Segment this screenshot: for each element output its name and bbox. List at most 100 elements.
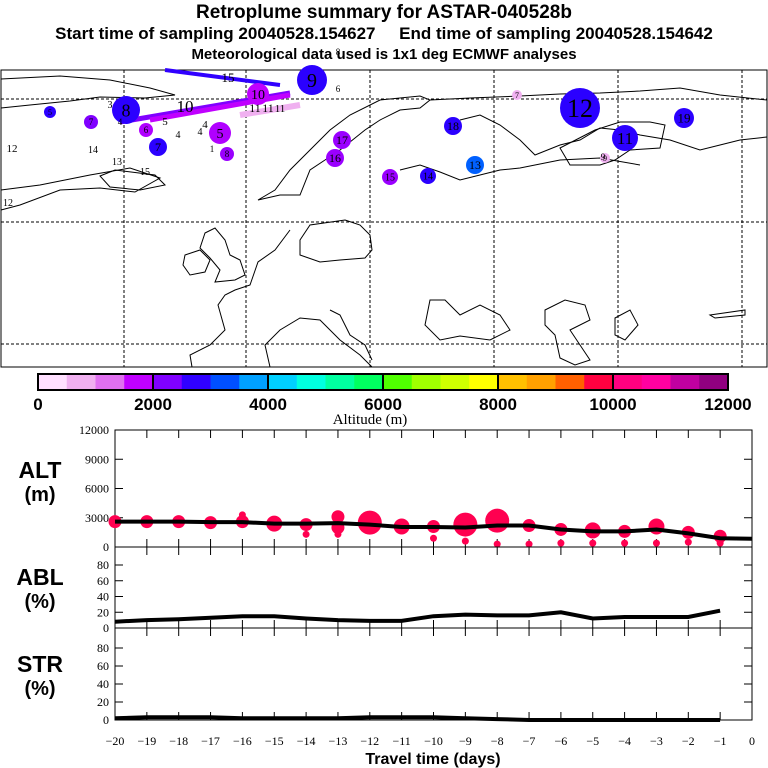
colorbar-swatch bbox=[670, 374, 700, 390]
cluster-day-label: 9 bbox=[307, 70, 317, 92]
str-panel-label: STR bbox=[17, 651, 63, 677]
x-tick-label: −17 bbox=[201, 734, 220, 748]
x-tick-label: −10 bbox=[424, 734, 443, 748]
x-tick-label: −13 bbox=[329, 734, 348, 748]
colorbar-tick-label: 6000 bbox=[364, 395, 402, 414]
y-tick-label: 60 bbox=[97, 659, 109, 673]
colorbar-tick-label: 4000 bbox=[249, 395, 287, 414]
coastlines bbox=[0, 75, 768, 368]
x-tick-label: −11 bbox=[392, 734, 410, 748]
altitude-cluster-marker bbox=[621, 539, 629, 547]
colorbar-swatch bbox=[239, 374, 269, 390]
colorbar-swatch bbox=[296, 374, 326, 390]
y-tick-label: 40 bbox=[97, 590, 109, 604]
y-tick-label: 20 bbox=[97, 605, 109, 619]
x-tick-label: −3 bbox=[650, 734, 663, 748]
x-tick-label: −8 bbox=[491, 734, 504, 748]
plume-cluster bbox=[209, 122, 231, 144]
colorbar-swatch bbox=[153, 374, 183, 390]
colorbar-swatch bbox=[699, 374, 729, 390]
map-label: 15 bbox=[222, 70, 235, 85]
alt-panel-label: ALT bbox=[18, 457, 61, 483]
map-label: 1 bbox=[210, 144, 215, 154]
plume-cluster bbox=[420, 168, 436, 184]
cluster-day-label: 7 bbox=[155, 140, 161, 154]
y-tick-label: 40 bbox=[97, 677, 109, 691]
x-tick-label: −9 bbox=[459, 734, 472, 748]
chart-title: Retroplume summary for ASTAR-040528b bbox=[196, 2, 572, 23]
x-tick-label: −19 bbox=[137, 734, 156, 748]
y-tick-label: 0 bbox=[103, 621, 109, 635]
x-axis-label: Travel time (days) bbox=[365, 751, 500, 768]
altitude-cluster-marker bbox=[453, 512, 478, 537]
altitude-cluster-marker bbox=[589, 539, 597, 547]
plume-cluster bbox=[612, 125, 638, 151]
cluster-day-label: 14 bbox=[423, 172, 433, 183]
plume-cluster bbox=[84, 115, 98, 129]
cluster-day-label: 7 bbox=[515, 91, 519, 100]
colorbar-swatch bbox=[469, 374, 499, 390]
plume-cluster bbox=[560, 88, 600, 128]
x-tick-label: −1 bbox=[714, 734, 727, 748]
x-tick-label: −18 bbox=[169, 734, 188, 748]
x-tick-label: −14 bbox=[297, 734, 316, 748]
series-line bbox=[115, 519, 753, 541]
cluster-day-label: 18 bbox=[447, 119, 459, 133]
colorbar-swatch bbox=[584, 374, 614, 390]
map-label: 4 bbox=[118, 117, 123, 127]
map-label: 11 bbox=[275, 103, 286, 115]
colorbar-label: Altitude (m) bbox=[333, 412, 408, 428]
altitude-cluster-marker bbox=[684, 538, 692, 546]
plume-cluster bbox=[44, 106, 56, 118]
altitude-cluster-marker bbox=[430, 534, 437, 542]
cluster-day-label: 19 bbox=[678, 111, 691, 126]
cluster-day-label: 5 bbox=[217, 127, 224, 142]
x-tick-label: −12 bbox=[360, 734, 379, 748]
cluster-day-label: 5 bbox=[48, 108, 52, 117]
streak bbox=[239, 102, 301, 118]
map-label: 12 bbox=[7, 143, 18, 155]
cluster-day-label: 6 bbox=[144, 125, 149, 135]
colorbar-swatch bbox=[38, 374, 68, 390]
plume-cluster bbox=[444, 117, 462, 135]
colorbar-swatch bbox=[526, 374, 556, 390]
colorbar-swatch bbox=[268, 374, 298, 390]
plume-cluster bbox=[297, 65, 327, 95]
altitude-cluster-marker bbox=[331, 510, 345, 524]
sampling-time-line: Start time of sampling 20040528.154627 E… bbox=[55, 24, 713, 43]
abl-panel-unit: (%) bbox=[24, 591, 55, 613]
x-tick-label: −4 bbox=[618, 734, 631, 748]
y-tick-label: 6000 bbox=[85, 482, 109, 496]
cluster-day-label: 13 bbox=[469, 158, 481, 172]
cluster-day-label: 16 bbox=[329, 151, 341, 165]
plume-cluster bbox=[600, 153, 610, 163]
y-tick-label: 0 bbox=[103, 713, 109, 727]
map-label: 4 bbox=[202, 119, 208, 131]
map-label: 9 bbox=[601, 152, 606, 162]
map-label: 5 bbox=[162, 116, 168, 128]
map-label: 4 bbox=[198, 127, 203, 138]
altitude-cluster-marker bbox=[493, 540, 501, 548]
abl-panel-label: ABL bbox=[16, 564, 63, 590]
colorbar-swatch bbox=[210, 374, 240, 390]
panel-frame bbox=[114, 627, 753, 721]
streak bbox=[164, 68, 281, 87]
y-tick-label: 80 bbox=[97, 558, 109, 572]
plume-cluster bbox=[149, 138, 167, 156]
x-tick-label: −20 bbox=[106, 734, 125, 748]
map-label: 4 bbox=[176, 130, 181, 141]
colorbar-swatch bbox=[66, 374, 96, 390]
altitude-cluster-marker bbox=[238, 511, 246, 519]
colorbar-tick-label: 2000 bbox=[134, 395, 172, 414]
plume-cluster bbox=[512, 90, 522, 100]
cluster-day-label: 8 bbox=[225, 149, 230, 159]
colorbar-swatch bbox=[354, 374, 384, 390]
cluster-day-label: 12 bbox=[567, 94, 593, 123]
colorbar-swatch bbox=[440, 374, 470, 390]
altitude-cluster-marker bbox=[652, 539, 660, 547]
map-label: 13 bbox=[112, 157, 122, 168]
colorbar-swatch bbox=[95, 374, 125, 390]
map-label: 15 bbox=[140, 167, 150, 178]
